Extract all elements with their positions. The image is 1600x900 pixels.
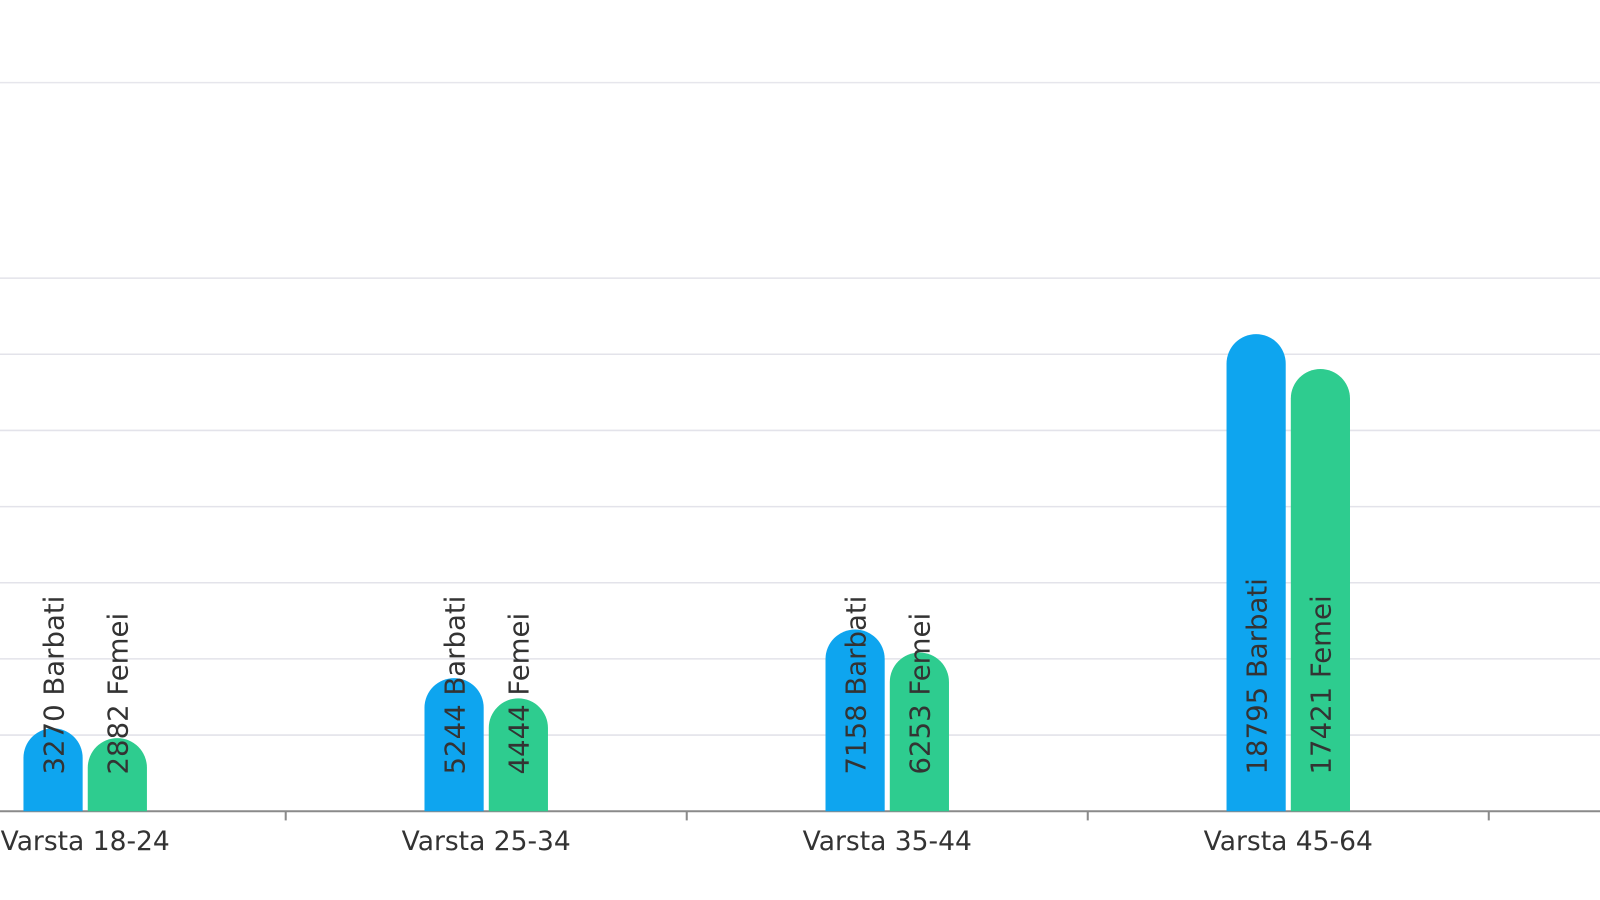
value-label: 4444 Femei [504,613,536,775]
x-tick-label: Varsta 25-34 [402,826,571,857]
value-label: 3270 Barbati [38,596,70,775]
value-label: 7158 Barbati [840,596,872,775]
value-label: 18795 Barbati [1241,578,1273,774]
x-tick-label: Varsta 18-24 [1,826,170,857]
bar [1290,368,1350,812]
value-label: 17421 Femei [1306,595,1338,774]
x-tick-label: Varsta 45-64 [1204,826,1373,857]
value-label: 6253 Femei [905,613,937,775]
bar [424,678,484,812]
value-label: 2882 Femei [103,613,135,775]
x-tick-label: Varsta 35-44 [803,826,972,857]
bar [1226,334,1286,812]
bar [488,698,548,812]
bar [825,629,885,812]
bar [889,652,949,812]
bar [23,728,83,812]
value-label: 5244 Barbati [439,596,471,775]
bar [87,738,147,812]
